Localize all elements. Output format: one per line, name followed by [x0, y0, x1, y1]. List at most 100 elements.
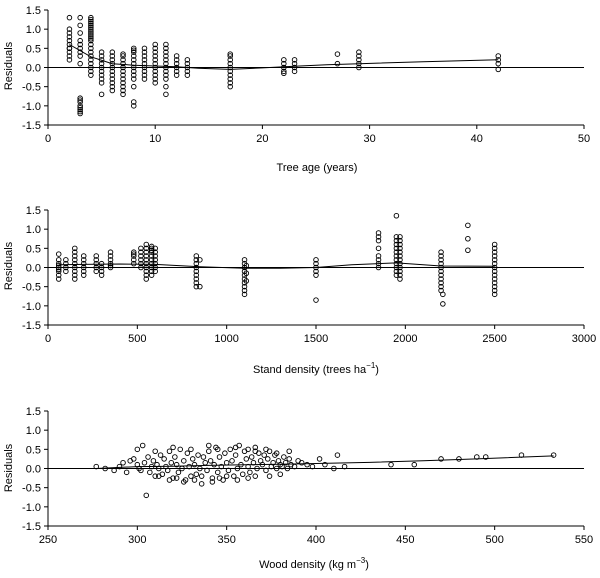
data-point	[252, 473, 259, 479]
data-point	[175, 469, 182, 476]
data-point	[152, 245, 158, 252]
data-point	[313, 257, 319, 263]
data-point	[88, 32, 94, 38]
data-point	[163, 41, 169, 48]
trend-line	[58, 262, 495, 269]
data-point	[291, 68, 298, 75]
data-point	[261, 452, 267, 458]
y-tick-label: 0.5	[26, 243, 41, 255]
data-point	[141, 68, 148, 75]
data-point	[166, 477, 173, 483]
data-point	[281, 60, 287, 67]
data-point	[193, 268, 200, 275]
data-point	[393, 257, 400, 263]
data-point	[148, 272, 155, 278]
data-point	[143, 276, 150, 282]
data-point	[152, 264, 158, 271]
data-point	[316, 456, 323, 462]
data-point	[188, 446, 194, 453]
data-point	[141, 57, 148, 63]
data-point	[131, 45, 137, 52]
data-point	[168, 459, 175, 466]
data-point	[163, 49, 169, 55]
data-point	[143, 264, 150, 271]
data-point	[438, 456, 444, 462]
data-point	[120, 53, 126, 59]
x-tick-label: 450	[396, 534, 414, 546]
data-point	[152, 260, 158, 267]
data-point	[66, 14, 73, 21]
data-point	[254, 465, 260, 472]
data-point	[88, 24, 94, 31]
data-point	[131, 251, 137, 257]
data-point	[198, 481, 205, 487]
data-point	[120, 76, 126, 82]
data-point	[98, 64, 105, 71]
data-point	[393, 249, 400, 255]
data-point	[143, 268, 150, 275]
x-axis-label: Wood density (kg m−3)	[259, 556, 369, 571]
data-point	[77, 110, 83, 117]
data-point	[188, 473, 194, 479]
data-point	[397, 234, 403, 240]
data-point	[227, 446, 233, 453]
data-point	[80, 257, 87, 263]
data-point	[80, 253, 87, 259]
y-tick-label: -1.0	[22, 301, 41, 313]
data-point	[184, 60, 191, 67]
data-point	[72, 249, 78, 255]
trend-line	[69, 44, 499, 70]
data-point	[55, 262, 62, 269]
data-point	[209, 479, 216, 485]
stand-density-residual-plot: Residuals Stand density (trees ha−1) -1.…	[3, 205, 596, 376]
data-point	[198, 473, 205, 479]
data-point	[131, 68, 137, 75]
data-point	[163, 64, 169, 71]
data-point	[148, 249, 155, 255]
data-point	[138, 253, 144, 259]
data-point	[143, 257, 150, 263]
data-point	[397, 249, 403, 255]
data-point	[143, 253, 150, 259]
data-point	[375, 257, 382, 263]
data-point	[214, 446, 221, 453]
data-point	[163, 53, 169, 59]
data-point	[245, 446, 251, 453]
x-tick-label: 300	[128, 534, 146, 546]
data-point	[181, 458, 187, 464]
data-point	[281, 57, 287, 63]
data-point	[277, 471, 284, 477]
data-point	[63, 264, 69, 271]
x-tick-label: 400	[307, 534, 325, 546]
data-point	[397, 253, 403, 259]
data-point	[227, 53, 233, 59]
data-point	[313, 260, 319, 267]
data-point	[397, 268, 403, 275]
data-point	[411, 461, 418, 468]
data-point	[465, 236, 471, 242]
data-point	[88, 18, 94, 25]
data-point	[197, 283, 203, 290]
data-point	[131, 57, 137, 63]
data-point	[465, 222, 471, 229]
data-point	[98, 68, 105, 75]
data-point	[109, 83, 116, 90]
data-point	[116, 463, 123, 470]
data-point	[173, 57, 180, 63]
y-tick-label: 1.5	[26, 5, 41, 17]
data-point	[120, 64, 126, 71]
data-point	[397, 276, 403, 282]
data-point	[163, 72, 169, 78]
data-point	[331, 465, 337, 472]
x-tick-label: 250	[39, 534, 57, 546]
x-tick-label: 0	[45, 333, 51, 345]
tree-age-residual-plot: Residuals Tree age (years) -1.5 -1.0 -0.5 0…	[3, 5, 590, 174]
data-point	[120, 68, 126, 75]
data-point	[356, 64, 362, 71]
data-point	[131, 99, 137, 105]
data-point	[88, 57, 94, 63]
wood-density-residual-plot: Residuals Wood density (kg m−3) -1.5 -1.0…	[3, 406, 593, 571]
data-point	[375, 264, 382, 271]
data-point	[282, 459, 289, 466]
data-point	[77, 95, 83, 101]
